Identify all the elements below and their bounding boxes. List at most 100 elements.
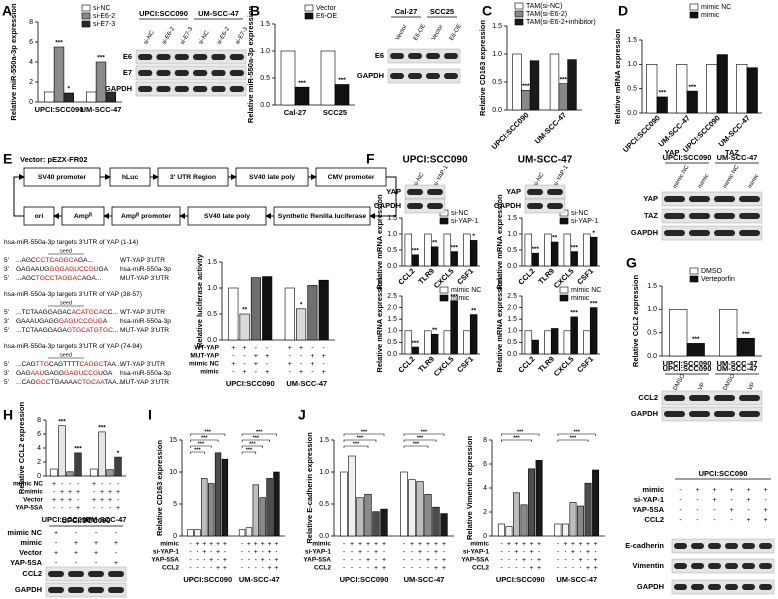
condition-sign: -: [255, 565, 258, 572]
sequence: GAGAAUGGGGAGUCCGUGA: [16, 266, 109, 273]
x-tick-label: CCL2: [396, 266, 416, 286]
bar: [463, 330, 471, 355]
bracket: [557, 433, 596, 436]
y-tick-label: 0.5: [507, 339, 517, 346]
condition-name: YAP-5SA: [151, 557, 179, 564]
blot-strip: [135, 81, 247, 97]
sequence: GAGAAUGAGGGAGUCCGUGA: [16, 370, 113, 377]
blot-band: [156, 86, 171, 92]
condition-name: mimic NC: [7, 528, 42, 537]
blot-band: [193, 86, 208, 92]
vector-element-label: Ampᴿ: [74, 213, 93, 220]
significance: ***: [198, 442, 205, 448]
y-axis-label: Relative CCL2 expression: [17, 402, 26, 495]
blot-band: [547, 203, 563, 209]
condition-name: CCL2: [472, 565, 489, 572]
y-axis-label: Relative mRNA expression: [375, 277, 384, 373]
condition-sign: -: [579, 565, 582, 572]
condition-sign: -: [367, 565, 370, 572]
sequence-segment: GAG: [16, 370, 31, 377]
condition-sign: +: [586, 565, 590, 572]
condition-sign: +: [586, 541, 590, 548]
significance: *: [117, 450, 120, 457]
bar: [719, 309, 738, 357]
bar: [266, 478, 273, 537]
sequence-segment: ACATGCAC: [72, 309, 108, 316]
blot-band: [674, 563, 687, 569]
bar: [201, 478, 208, 537]
blot-band: [138, 70, 153, 76]
condition-sign: -: [435, 557, 438, 564]
significance: ***: [658, 90, 666, 97]
condition-sign: -: [203, 565, 206, 572]
y-tick-label: 1.5: [387, 215, 397, 222]
bar: [583, 233, 591, 267]
condition-sign: -: [359, 565, 362, 572]
condition-sign: -: [275, 549, 278, 556]
bar: [570, 251, 578, 267]
bar: [450, 251, 458, 267]
bar: [294, 86, 310, 106]
blot-band: [211, 86, 226, 92]
y-tick-label: 6: [483, 461, 487, 468]
bar: [550, 328, 559, 355]
condition-sign: +: [116, 505, 120, 512]
blot-band: [527, 189, 543, 195]
condition-sign: +: [268, 565, 272, 572]
blot-band: [739, 395, 760, 401]
y-tick-label: 0.5: [387, 247, 397, 254]
strand-end: 5': [4, 379, 9, 386]
condition-sign: -: [343, 557, 346, 564]
condition-sign: +: [729, 487, 733, 494]
bar: [513, 492, 520, 537]
significance: ***: [531, 246, 539, 253]
blot-band: [193, 70, 208, 76]
sequence-segment: GAAAUGAGG: [16, 318, 59, 325]
strand-end: 3': [4, 266, 9, 273]
bar: [114, 456, 122, 477]
sequence-segment: UGA: [98, 370, 113, 377]
bar: [716, 54, 728, 114]
y-tick-label: 2: [483, 509, 487, 516]
sequence: GAAAUGAGGGAGUCCGUGA: [16, 318, 108, 325]
bracket: [190, 433, 226, 436]
y-tick-label: 0.5: [260, 75, 270, 82]
y-tick-label: 6: [37, 431, 41, 438]
sequence-segment: TAA...: [104, 379, 122, 386]
blot-band: [725, 584, 738, 590]
bracket: [241, 433, 277, 436]
bar: [307, 285, 318, 341]
y-tick-label: 1.5: [507, 316, 517, 323]
condition-sign: +: [578, 557, 582, 564]
condition-sign: +: [763, 487, 767, 494]
bar: [43, 91, 55, 103]
strand-end: 5': [4, 327, 9, 334]
condition-sign: -: [248, 565, 251, 572]
blot-band: [229, 86, 244, 92]
vector-element-label: ori: [35, 213, 44, 220]
bar: [592, 469, 600, 537]
blot-band: [691, 543, 704, 549]
y-tick-label: 2.0: [507, 304, 517, 311]
legend-swatch: [689, 3, 699, 11]
condition-sign: +: [434, 541, 438, 548]
x-tick-label: UM-SCC-47: [717, 113, 752, 148]
band-label: CCL2: [638, 393, 658, 402]
blot-band: [664, 395, 685, 401]
bar: [63, 92, 75, 103]
bar: [554, 523, 562, 537]
band-label: YAP: [386, 187, 401, 196]
significance: ***: [450, 293, 458, 300]
panel-label: H: [3, 407, 13, 423]
significance: *: [592, 230, 595, 237]
bar: [334, 84, 350, 106]
condition-sign: +: [537, 541, 541, 548]
bar: [531, 252, 539, 267]
blot-band: [48, 587, 64, 593]
legend-label: Vector: [316, 5, 337, 12]
strand-end: 5': [4, 309, 9, 316]
bar: [736, 337, 755, 357]
sequence-label: WT-YAP 3'UTR: [120, 257, 165, 264]
condition-sign: -: [730, 517, 733, 524]
bar: [512, 53, 522, 111]
